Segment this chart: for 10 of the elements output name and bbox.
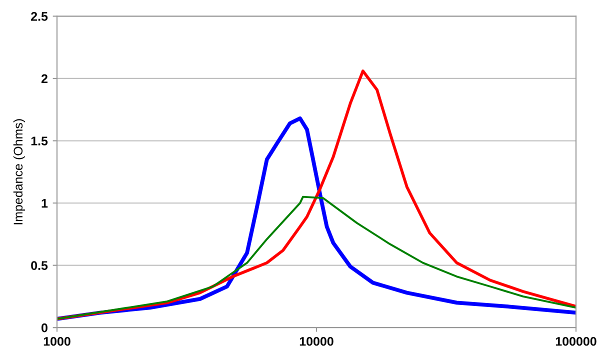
y-tick-label: 1.5 bbox=[31, 136, 48, 146]
y-axis-title: Impedance (Ohms) bbox=[13, 119, 26, 224]
y-tick-label: 0.5 bbox=[31, 261, 48, 270]
x-tick-label: 1000 bbox=[44, 336, 70, 346]
y-tick-label: 2.5 bbox=[31, 12, 48, 21]
y-tick-label: 2 bbox=[41, 74, 48, 84]
y-tick-label: 1 bbox=[42, 198, 48, 208]
y-tick-label: 0 bbox=[42, 323, 48, 332]
x-tick-label: 100000 bbox=[556, 336, 596, 346]
x-tick-label: 10000 bbox=[300, 336, 334, 346]
